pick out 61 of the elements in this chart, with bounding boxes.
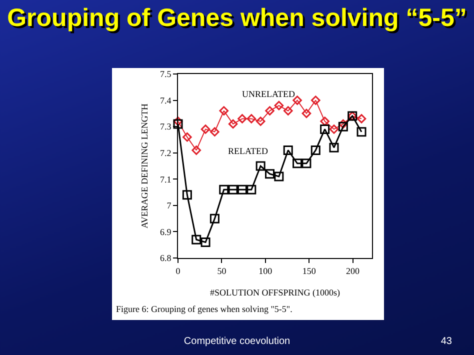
y-tick-label: 7.1 [160,174,172,184]
point [329,124,339,134]
point [274,172,284,182]
y-tick-label: 7.5 [160,69,172,80]
point [219,184,229,194]
point [265,106,274,116]
y-tick-label: 6.8 [160,253,172,264]
point [200,237,210,247]
x-tick-label: 50 [217,266,227,276]
point [283,106,293,116]
point [338,119,348,129]
point [192,146,201,155]
point [238,114,247,124]
point [210,214,220,224]
point [292,158,302,168]
x-tick-label: 150 [302,266,316,276]
y-tick-label: 6.9 [160,226,172,237]
y-tick-label: 7.4 [160,95,172,106]
point [292,96,302,105]
point [265,169,275,179]
point [356,114,366,124]
point [329,142,339,152]
point [320,116,330,126]
point [228,184,238,194]
point [237,184,247,194]
y-tick-label: 7.2 [160,148,172,158]
point [256,116,266,126]
y-tick-label: 7 [166,200,172,211]
chart-title: Grouping of Genes when solving “5-5” [6,4,468,33]
y-tick-label: 7.3 [160,122,172,132]
point [246,114,256,124]
point [302,158,312,168]
point [200,124,210,134]
point [283,145,293,155]
point [246,184,256,194]
series-label: UNRELATED [242,89,296,99]
point [173,119,183,129]
point [182,132,192,142]
text: Competitive coevolution [184,336,290,347]
point [219,106,229,116]
x-tick-label: 200 [346,266,360,276]
point [274,100,284,110]
point [356,127,366,137]
point [173,116,183,126]
point [210,127,220,136]
point [310,145,320,155]
point [228,119,238,129]
point [310,96,320,105]
point [320,124,330,134]
series-label: RELATED [228,146,268,156]
caption: Figure 6: Grouping of genes when solving "5-5". [116,304,292,314]
point [338,122,348,132]
x-tick-label: 100 [258,266,273,276]
y-axis-title: AVERAGE DEFINING LENGTH [139,103,150,228]
x-axis-title: #SOLUTION OFFSPRING (1000s) [210,288,340,298]
text: 43 [440,336,452,347]
point [182,190,192,200]
x-tick-label: 0 [176,266,181,276]
point [192,234,202,244]
point [256,161,266,171]
point [302,108,312,118]
